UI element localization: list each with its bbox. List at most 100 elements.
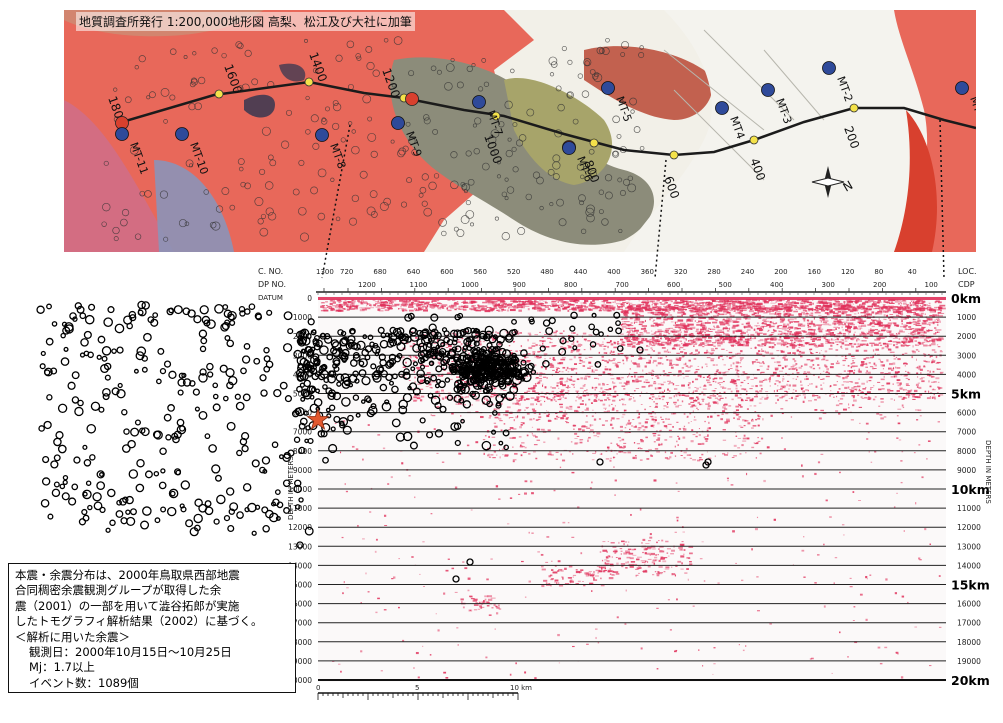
hypocenter bbox=[430, 395, 441, 406]
hypocenter bbox=[366, 409, 375, 418]
hypocenter bbox=[309, 394, 315, 400]
events-label: イベント数 bbox=[29, 675, 87, 690]
hypocenter bbox=[427, 392, 434, 399]
hypocenter bbox=[198, 329, 208, 338]
hypocenter bbox=[372, 373, 382, 383]
note-line: 本震・余震分布は、2000年鳥取県西部地震 bbox=[15, 568, 240, 582]
hypocenter bbox=[313, 343, 321, 351]
hypocenter bbox=[302, 389, 311, 398]
route-node bbox=[749, 135, 759, 145]
hypocenter bbox=[130, 427, 140, 437]
depth-tick-label: 6000 bbox=[293, 409, 312, 418]
hypocenter bbox=[486, 386, 494, 393]
hypocenter bbox=[502, 367, 511, 376]
hypocenter bbox=[121, 444, 131, 453]
hypocenter bbox=[236, 449, 243, 457]
hypocenter bbox=[173, 305, 183, 315]
observation-period: 観測日：2000年10月15日～10月25日 bbox=[15, 645, 289, 660]
hypocenter bbox=[453, 356, 460, 363]
hypocenter bbox=[168, 488, 179, 499]
hypocenter bbox=[492, 410, 498, 416]
hypocenter bbox=[434, 401, 442, 410]
hypocenter bbox=[373, 369, 381, 378]
hypocenter bbox=[41, 477, 51, 486]
hypocenter bbox=[430, 313, 439, 322]
hypocenter bbox=[369, 341, 375, 348]
hypocenter bbox=[136, 346, 147, 357]
hypocenter bbox=[227, 524, 235, 533]
hypocenter bbox=[163, 360, 172, 368]
hypocenter bbox=[388, 380, 395, 386]
hypocenter bbox=[473, 340, 480, 347]
hypocenter bbox=[241, 444, 249, 453]
hypocenter bbox=[596, 458, 604, 466]
hypocenter bbox=[486, 342, 493, 349]
hypocenter bbox=[76, 305, 85, 314]
hypocenter bbox=[74, 302, 83, 310]
station-marker bbox=[761, 83, 775, 97]
hypocenter bbox=[320, 430, 328, 438]
hypocenter bbox=[446, 356, 457, 367]
hypocenter bbox=[198, 373, 208, 383]
hypocenter bbox=[180, 506, 187, 513]
hypocenter bbox=[312, 338, 319, 345]
hypocenter bbox=[260, 389, 268, 397]
hypocenter bbox=[427, 337, 433, 343]
hypocenter bbox=[287, 449, 295, 457]
hypocenter bbox=[412, 343, 422, 353]
hypocenter bbox=[181, 372, 187, 378]
hypocenter bbox=[221, 321, 230, 331]
hypocenter bbox=[283, 311, 293, 321]
depth-tick-label: 15000 bbox=[288, 581, 312, 590]
hypocenter bbox=[441, 327, 448, 333]
right-depth-label: 12000 bbox=[957, 523, 981, 532]
hypocenter bbox=[475, 359, 483, 368]
hypocenter bbox=[282, 479, 291, 488]
depth-axis-label-right: DEPTH IN METERS bbox=[984, 440, 992, 504]
hypocenter bbox=[407, 385, 412, 391]
hypocenter bbox=[142, 506, 152, 516]
hypocenter bbox=[120, 517, 128, 525]
hypocenter bbox=[435, 365, 443, 373]
hypocenter bbox=[254, 312, 262, 320]
hypocenter bbox=[472, 380, 483, 390]
km-labels: 0km 5km 10km 15km 20km bbox=[951, 291, 990, 688]
hypocenter bbox=[462, 400, 472, 409]
hypocenter bbox=[153, 470, 160, 477]
right-depth-label: 18000 bbox=[957, 638, 981, 647]
hypocenter bbox=[57, 444, 67, 454]
hypocenter bbox=[169, 490, 176, 497]
cdp-tick: 100 bbox=[925, 281, 938, 289]
right-depth-label: 7000 bbox=[957, 428, 976, 437]
hypocenter bbox=[594, 361, 602, 368]
hypocenter bbox=[616, 345, 624, 352]
hypocenter bbox=[144, 470, 153, 479]
hypocenter bbox=[481, 395, 492, 406]
hypocenter bbox=[389, 362, 394, 367]
depth-tick-label: 20000 bbox=[288, 676, 312, 685]
hypocenter bbox=[353, 343, 361, 351]
hypocenter bbox=[328, 443, 338, 454]
hypocenter bbox=[168, 370, 177, 380]
hypocenter bbox=[469, 353, 480, 364]
hypocenter bbox=[208, 444, 217, 453]
hypocenter bbox=[347, 343, 354, 349]
loc-label: LOC. bbox=[958, 267, 977, 276]
hypocenter bbox=[38, 425, 45, 432]
hypocenter bbox=[358, 358, 368, 368]
hypocenter bbox=[412, 387, 421, 396]
hypocenter bbox=[136, 459, 145, 468]
hypocenter bbox=[569, 325, 576, 332]
hypocenter bbox=[426, 431, 434, 439]
cno-tick: 720 bbox=[340, 268, 353, 276]
right-depth-label: 16000 bbox=[957, 600, 981, 609]
hypocenter bbox=[491, 359, 496, 365]
hypocenter bbox=[234, 393, 241, 400]
hypocenter bbox=[341, 352, 349, 360]
hypocenter bbox=[313, 334, 320, 341]
hypocenter bbox=[187, 309, 196, 318]
hypocenter bbox=[74, 406, 84, 417]
hypocenter bbox=[503, 444, 510, 451]
hypocenter bbox=[486, 400, 493, 408]
hypocenter bbox=[152, 312, 159, 319]
